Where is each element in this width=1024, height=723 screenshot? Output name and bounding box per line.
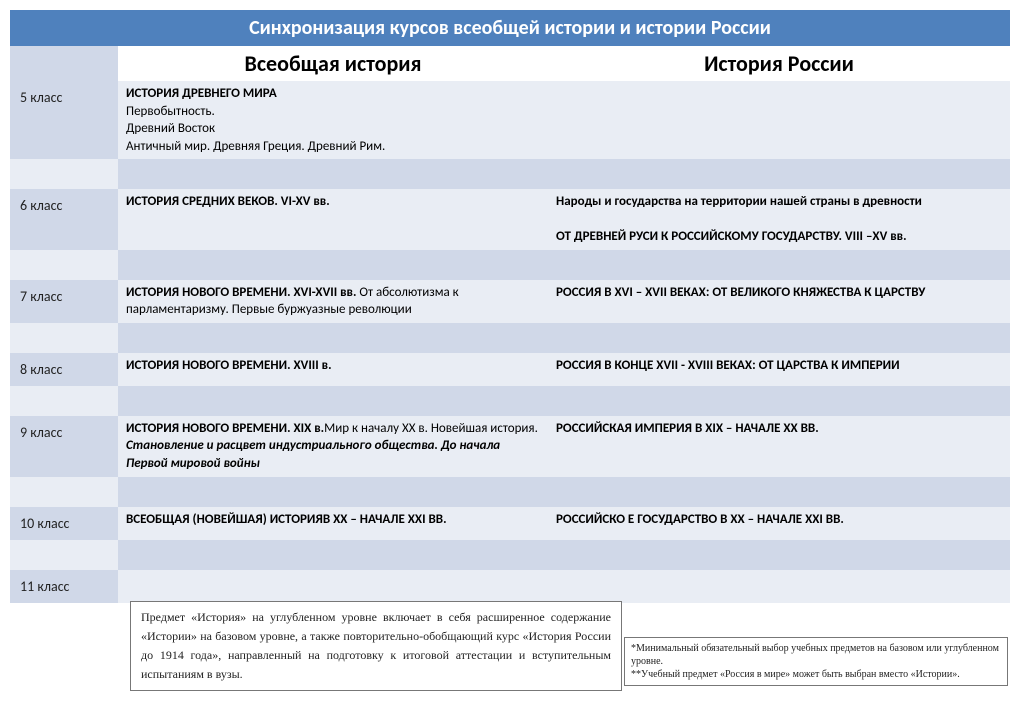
table-row: 6 классИСТОРИЯ СРЕДНИХ ВЕКОВ. VI-XV вв.Н… <box>10 189 1010 250</box>
russia-cell: Народы и государства на территории нашей… <box>548 189 1010 250</box>
table-row: 7 классИСТОРИЯ НОВОГО ВРЕМЕНИ. XVI-XVII … <box>10 280 1010 323</box>
table-row: 11 класс <box>10 570 1010 603</box>
world-cell: ИСТОРИЯ ДРЕВНЕГО МИРАПервобытность.Древн… <box>118 81 548 159</box>
sync-table: Синхронизация курсов всеобщей истории и … <box>10 10 1010 603</box>
header-russia: История России <box>548 46 1010 81</box>
note-text: Предмет «История» на углубленном уровне … <box>141 610 611 682</box>
table-row: 10 классВСЕОБЩАЯ (НОВЕЙШАЯ) ИСТОРИЯВ XX … <box>10 507 1010 540</box>
russia-cell: РОССИЙСКАЯ ИМПЕРИЯ В XIX – НАЧАЛЕ XX ВВ. <box>548 416 1010 477</box>
russia-cell: РОССИЙСКО Е ГОСУДАРСТВО В XX – НАЧАЛЕ XX… <box>548 507 1010 540</box>
spacer-row <box>10 540 1010 570</box>
grade-cell: 10 класс <box>10 507 118 540</box>
grade-cell: 8 класс <box>10 353 118 386</box>
table-row: 8 классИСТОРИЯ НОВОГО ВРЕМЕНИ. XVIII в.Р… <box>10 353 1010 386</box>
grade-cell: 11 класс <box>10 570 118 603</box>
grade-cell: 5 класс <box>10 81 118 159</box>
spacer-row <box>10 386 1010 416</box>
footnote-2: **Учебный предмет «Россия в мире» может … <box>631 668 1001 681</box>
header-blank <box>10 46 118 81</box>
russia-cell <box>548 81 1010 159</box>
world-cell: ИСТОРИЯ СРЕДНИХ ВЕКОВ. VI-XV вв. <box>118 189 548 250</box>
footnote-1: *Минимальный обязательный выбор учебных … <box>631 642 1001 668</box>
russia-cell: РОССИЯ В XVI – XVII ВЕКАХ: ОТ ВЕЛИКОГО К… <box>548 280 1010 323</box>
world-cell: ИСТОРИЯ НОВОГО ВРЕМЕНИ. XVI-XVII вв. От … <box>118 280 548 323</box>
spacer-row <box>10 159 1010 189</box>
spacer-row <box>10 250 1010 280</box>
world-cell <box>118 570 548 603</box>
spacer-row <box>10 477 1010 507</box>
grade-cell: 7 класс <box>10 280 118 323</box>
russia-cell <box>548 570 1010 603</box>
table-title: Синхронизация курсов всеобщей истории и … <box>10 10 1010 46</box>
header-row: Всеобщая история История России <box>10 46 1010 81</box>
table-row: 9 классИСТОРИЯ НОВОГО ВРЕМЕНИ. XIX в.Мир… <box>10 416 1010 477</box>
header-world: Всеобщая история <box>118 46 548 81</box>
table-row: 5 классИСТОРИЯ ДРЕВНЕГО МИРАПервобытност… <box>10 81 1010 159</box>
world-cell: ИСТОРИЯ НОВОГО ВРЕМЕНИ. XIX в.Мир к нача… <box>118 416 548 477</box>
title-row: Синхронизация курсов всеобщей истории и … <box>10 10 1010 46</box>
russia-cell: РОССИЯ В КОНЦЕ XVII - XVIII ВЕКАХ: ОТ ЦА… <box>548 353 1010 386</box>
spacer-row <box>10 323 1010 353</box>
world-cell: ВСЕОБЩАЯ (НОВЕЙШАЯ) ИСТОРИЯВ XX – НАЧАЛЕ… <box>118 507 548 540</box>
footnote-box: *Минимальный обязательный выбор учебных … <box>624 637 1008 686</box>
grade-cell: 6 класс <box>10 189 118 250</box>
world-cell: ИСТОРИЯ НОВОГО ВРЕМЕНИ. XVIII в. <box>118 353 548 386</box>
grade-cell: 9 класс <box>10 416 118 477</box>
note-box: Предмет «История» на углубленном уровне … <box>130 601 622 692</box>
